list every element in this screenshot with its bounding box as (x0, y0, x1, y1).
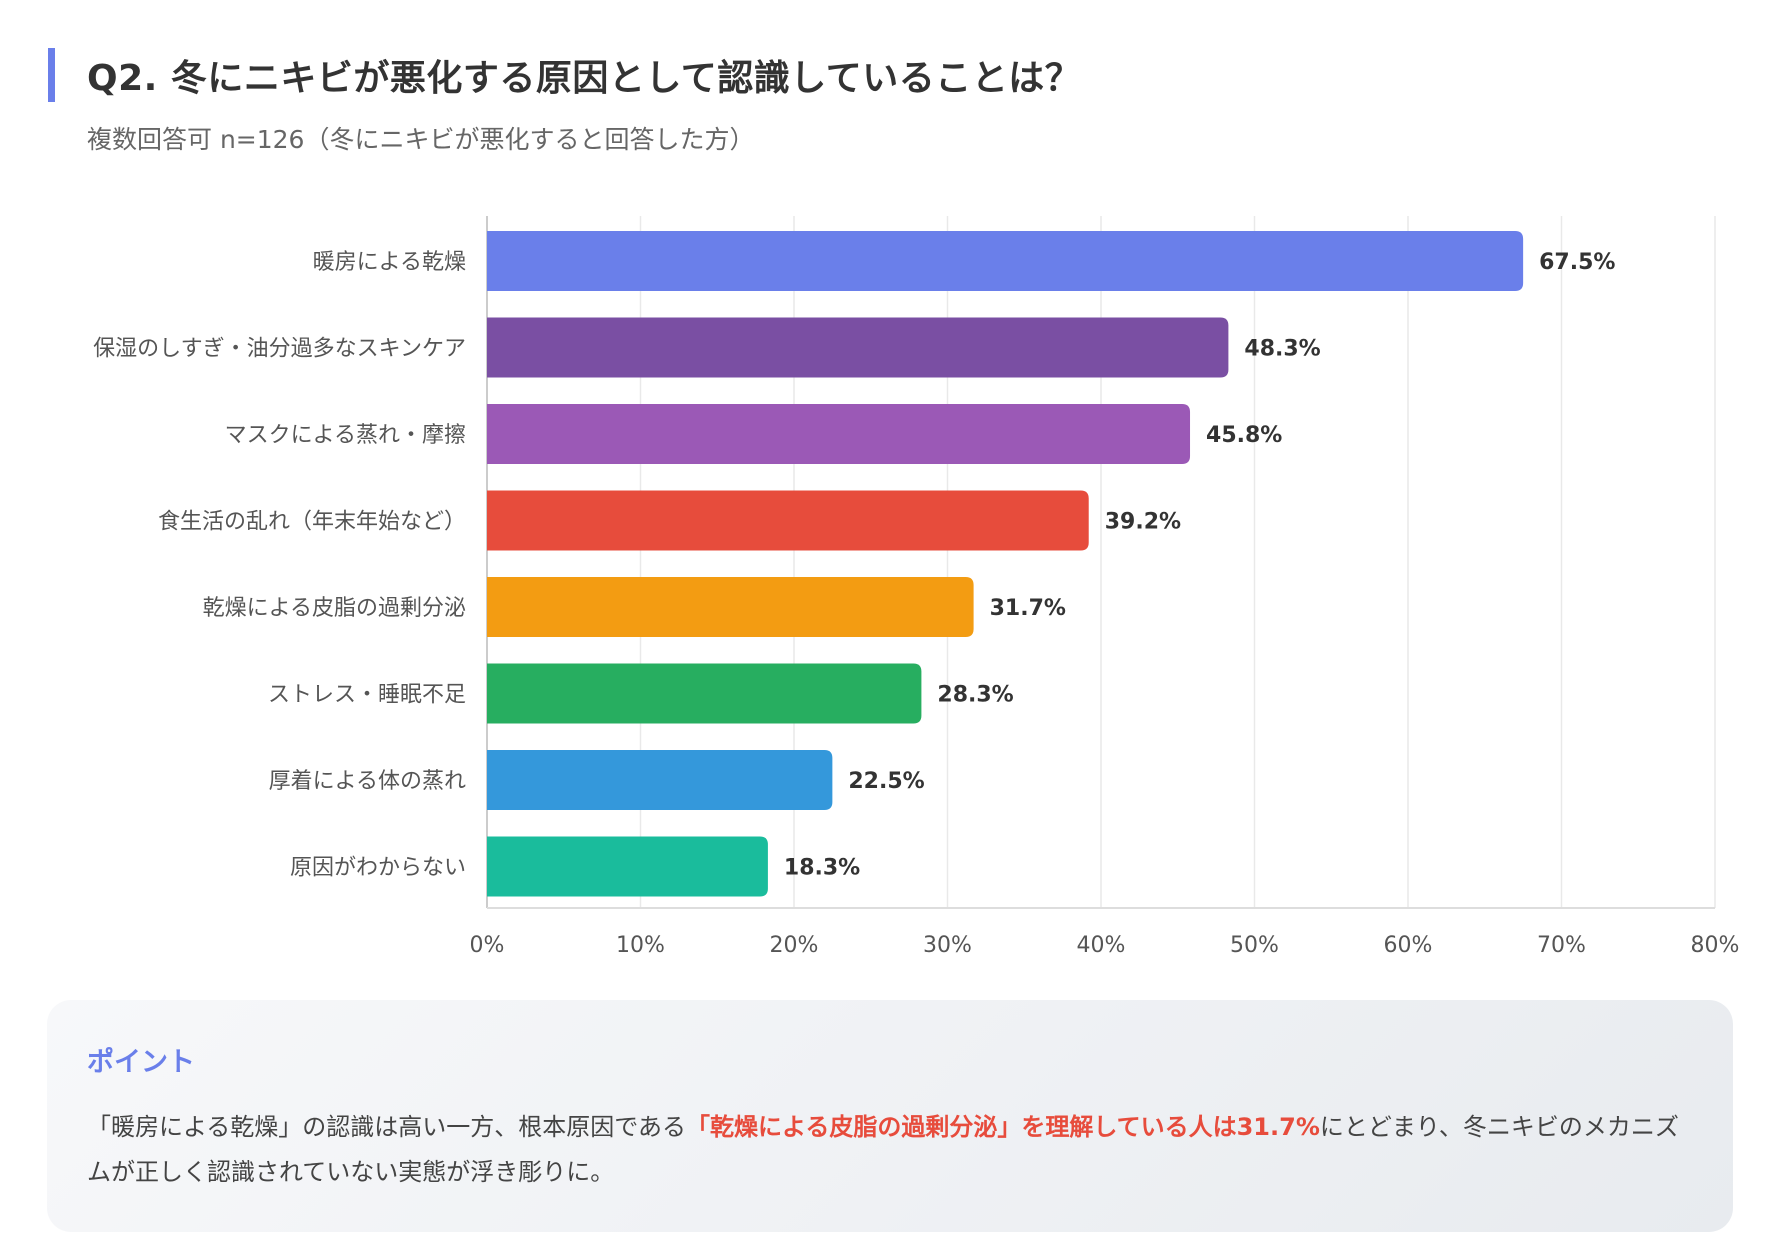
value-label: 22.5% (848, 769, 924, 794)
x-tick-label: 40% (1077, 933, 1126, 958)
category-label: 保湿のしすぎ・油分過多なスキンケア (93, 337, 466, 362)
bar (487, 404, 1191, 464)
bar-row: 食生活の乱れ（年末年始など） 39.2% (158, 490, 1181, 551)
x-tick-label: 10% (616, 933, 665, 958)
chart-ticks: 0% 10% 20% 30% 40% 50% 60% 70% 80% (470, 933, 1740, 958)
bar (487, 750, 833, 810)
point-text-after: にとどまり、冬ニキビのメカニズムが正しく認識されていない実態が浮き彫りに。 (87, 1113, 1679, 1186)
bar-row: ストレス・睡眠不足 28.3% (268, 663, 1014, 724)
chart-grid (486, 216, 1716, 909)
page-subtitle: 複数回答可 n=126（冬にニキビが悪化すると回答した方） (87, 125, 755, 154)
x-tick-label: 0% (470, 933, 505, 958)
bar (487, 490, 1089, 551)
value-label: 67.5% (1539, 250, 1615, 275)
bar-row: マスクによる蒸れ・摩擦 45.8% (225, 404, 1282, 464)
bar-chart: 暖房による乾燥 67.5% 保湿のしすぎ・油分過多なスキンケア 48.3% マスクによる… (93, 216, 1740, 958)
x-tick-label: 60% (1384, 933, 1433, 958)
category-label: マスクによる蒸れ・摩擦 (225, 423, 466, 448)
bar-row: 厚着による体の蒸れ 22.5% (269, 750, 925, 810)
bar (487, 231, 1524, 291)
value-label: 45.8% (1206, 423, 1282, 448)
category-label: 原因がわからない (290, 856, 466, 881)
point-text-before: 「暖房による乾燥」の認識は高い一方、根本原因である (87, 1113, 687, 1141)
bar-row: 保湿のしすぎ・油分過多なスキンケア 48.3% (93, 317, 1321, 378)
bar-row: 乾燥による皮脂の過剰分泌 31.7% (203, 577, 1066, 637)
bar-row: 暖房による乾燥 67.5% (313, 231, 1615, 291)
x-tick-label: 50% (1230, 933, 1279, 958)
value-label: 31.7% (990, 596, 1066, 621)
point-panel: ポイント 「暖房による乾燥」の認識は高い一方、根本原因である「乾燥による皮脂の過… (47, 1000, 1733, 1232)
bar (487, 317, 1229, 378)
bar-row: 原因がわからない 18.3% (290, 836, 860, 897)
category-label: ストレス・睡眠不足 (268, 683, 466, 708)
value-label: 28.3% (937, 683, 1013, 708)
category-label: 乾燥による皮脂の過剰分泌 (203, 596, 466, 621)
title-bar: Q2. 冬にニキビが悪化する原因として認識していることは？ (48, 48, 1081, 102)
bar (487, 577, 974, 637)
value-label: 18.3% (784, 856, 860, 881)
value-label: 48.3% (1244, 337, 1320, 362)
page-title: Q2. 冬にニキビが悪化する原因として認識していることは？ (87, 58, 1082, 99)
point-text: 「暖房による乾燥」の認識は高い一方、根本原因である「乾燥による皮脂の過剰分泌」を… (87, 1105, 1693, 1195)
x-tick-label: 70% (1537, 933, 1586, 958)
category-label: 暖房による乾燥 (313, 250, 466, 275)
value-label: 39.2% (1105, 510, 1181, 535)
category-label: 食生活の乱れ（年末年始など） (158, 510, 466, 535)
x-tick-label: 30% (923, 933, 972, 958)
point-title: ポイント (87, 1047, 195, 1078)
x-tick-label: 80% (1691, 933, 1740, 958)
x-tick-label: 20% (770, 933, 819, 958)
point-text-highlight: 「乾燥による皮脂の過剰分泌」を理解している人は31.7% (686, 1113, 1320, 1141)
category-label: 厚着による体の蒸れ (269, 769, 466, 794)
bar (487, 663, 922, 724)
chart-bars: 暖房による乾燥 67.5% 保湿のしすぎ・油分過多なスキンケア 48.3% マスクによる… (93, 231, 1615, 897)
bar (487, 836, 768, 897)
